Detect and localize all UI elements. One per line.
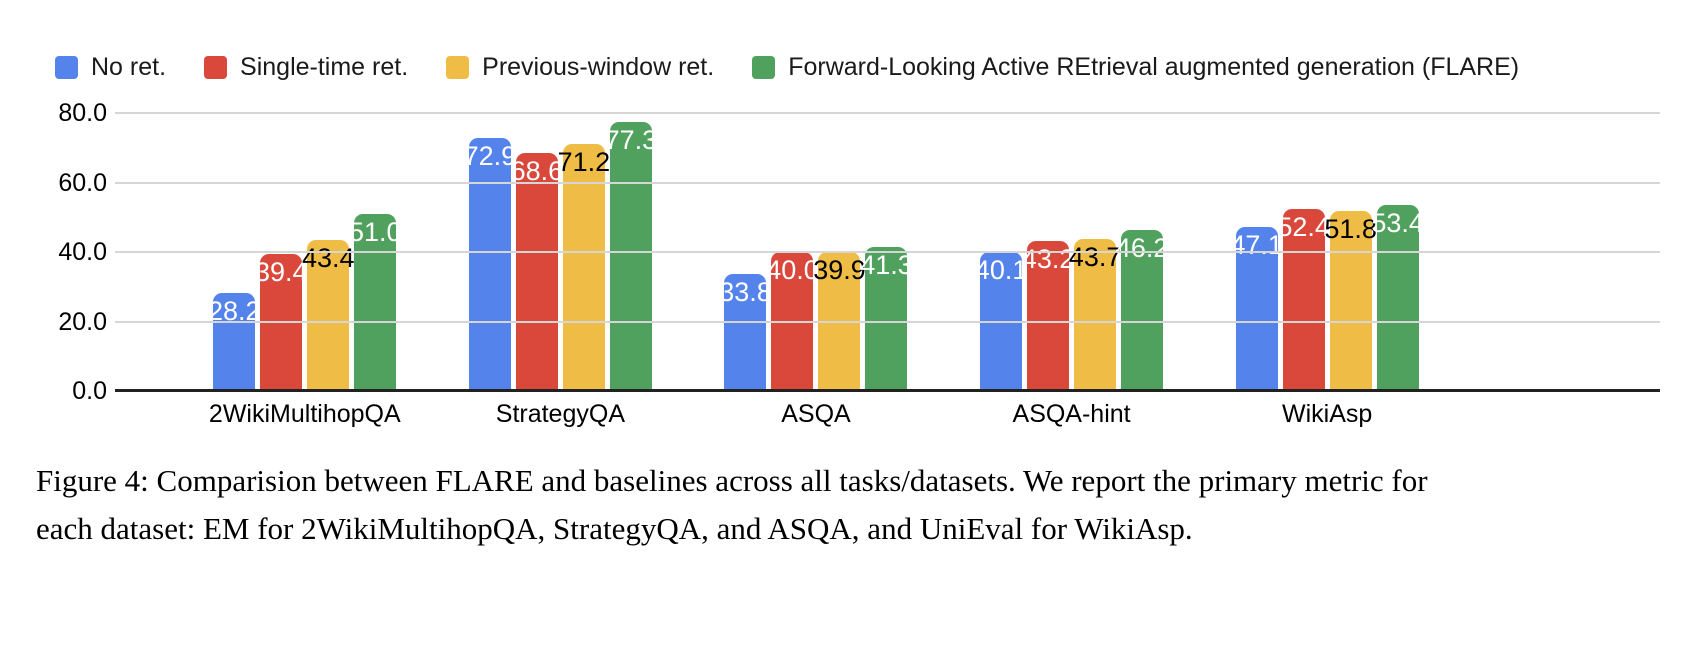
bar-value-label: 39.4 bbox=[255, 257, 308, 288]
y-axis: 0.0 20.0 40.0 60.0 80.0 bbox=[0, 99, 107, 405]
grouped-bar-chart: No ret. Single-time ret. Previous-window r… bbox=[0, 52, 1698, 437]
legend-label: Single-time ret. bbox=[240, 52, 409, 81]
bar: 68.6 bbox=[511, 152, 563, 391]
legend-item: Single-time ret. bbox=[204, 53, 408, 82]
legend-label: Forward-Looking Active REtrieval augment… bbox=[788, 52, 1520, 81]
gridline bbox=[115, 112, 1660, 114]
caption-line-2: each dataset: EM for 2WikiMultihopQA, St… bbox=[36, 511, 1193, 546]
bar-group: 28.2 39.4 43.4 51.0 bbox=[177, 105, 433, 391]
bar-value-label: 39.9 bbox=[813, 255, 866, 286]
plot-area: 28.2 39.4 43.4 51.0 72.9 68.6 71.2 77.3 33.8 40.0… bbox=[115, 105, 1660, 392]
y-axis-tick-label: 0.0 bbox=[72, 377, 107, 405]
figure-4: No ret. Single-time ret. Previous-window r… bbox=[0, 52, 1698, 664]
x-axis-category-label: ASQA bbox=[781, 400, 851, 428]
y-axis-tick-label: 60.0 bbox=[58, 168, 107, 197]
legend-label: No ret. bbox=[91, 52, 167, 81]
bar-value-label: 43.7 bbox=[1068, 242, 1122, 273]
bar-group: 40.1 43.2 43.7 46.2 bbox=[944, 105, 1200, 391]
gridline bbox=[115, 320, 1660, 323]
bar-value-label: 51.8 bbox=[1324, 214, 1377, 244]
y-axis-tick-label: 40.0 bbox=[58, 238, 107, 266]
bar: 28.2 bbox=[208, 293, 261, 391]
bar: 47.1 bbox=[1230, 227, 1283, 391]
bar-value-label: 41.3 bbox=[860, 250, 913, 281]
bar-value-label: 40.1 bbox=[974, 254, 1028, 285]
legend-swatch-icon bbox=[752, 55, 776, 79]
legend-item: Previous-window ret. bbox=[446, 53, 714, 82]
legend-swatch-icon bbox=[446, 55, 470, 79]
bar: 41.3 bbox=[860, 247, 913, 391]
x-axis-category-label: WikiAsp bbox=[1282, 400, 1373, 428]
bar-value-label: 40.0 bbox=[766, 255, 819, 285]
bar-value-label: 43.4 bbox=[302, 243, 355, 274]
legend-label: Previous-window ret. bbox=[482, 52, 715, 81]
legend-swatch-icon bbox=[55, 55, 78, 79]
bar-value-label: 47.1 bbox=[1230, 230, 1283, 261]
x-axis-category-label: StrategyQA bbox=[495, 400, 625, 428]
caption-line-1: Figure 4: Comparision between FLARE and … bbox=[36, 463, 1428, 498]
bar-value-label: 46.2 bbox=[1115, 233, 1169, 264]
bar-value-label: 43.2 bbox=[1021, 243, 1075, 274]
bar: 51.8 bbox=[1324, 211, 1377, 391]
x-axis-baseline bbox=[115, 389, 1660, 392]
bar-value-label: 77.3 bbox=[604, 125, 658, 156]
x-axis-labels: 2WikiMultihopQA StrategyQA ASQA ASQA-hint Wi… bbox=[115, 391, 1660, 437]
bar-group: 72.9 68.6 71.2 77.3 bbox=[433, 105, 689, 391]
gridline bbox=[115, 181, 1660, 184]
legend-swatch-icon bbox=[204, 55, 228, 79]
bar: 43.7 bbox=[1069, 239, 1121, 391]
plot-wrap: 0.0 20.0 40.0 60.0 80.0 28.2 39.4 43.4 51.0 72.9… bbox=[0, 99, 1660, 405]
bar-value-label: 71.2 bbox=[557, 146, 611, 177]
bar: 51.0 bbox=[349, 213, 402, 391]
x-axis-category-label: ASQA-hint bbox=[1012, 400, 1131, 428]
figure-caption: Figure 4: Comparision between FLARE and … bbox=[36, 457, 1658, 553]
gridline bbox=[115, 251, 1660, 253]
y-axis-tick-label: 80.0 bbox=[58, 99, 107, 127]
bar-value-label: 68.6 bbox=[510, 155, 564, 186]
y-axis-tick-label: 20.0 bbox=[58, 307, 107, 336]
bar-value-label: 53.4 bbox=[1371, 208, 1424, 239]
bar: 53.4 bbox=[1371, 205, 1424, 391]
bar: 39.4 bbox=[255, 254, 308, 391]
bar-group: 47.1 52.4 51.8 53.4 bbox=[1199, 105, 1455, 391]
bar: 77.3 bbox=[605, 122, 657, 391]
bar-groups: 28.2 39.4 43.4 51.0 72.9 68.6 71.2 77.3 33.8 40.0… bbox=[115, 105, 1660, 391]
legend-item: Forward-Looking Active REtrieval augment… bbox=[752, 53, 1519, 82]
bar: 33.8 bbox=[719, 273, 772, 391]
bar-value-label: 72.9 bbox=[463, 140, 517, 171]
bar-value-label: 33.8 bbox=[719, 276, 772, 307]
bar: 72.9 bbox=[464, 137, 516, 391]
chart-legend: No ret. Single-time ret. Previous-window r… bbox=[55, 52, 1698, 82]
x-axis-category-label: 2WikiMultihopQA bbox=[208, 400, 401, 428]
bar: 43.4 bbox=[302, 240, 355, 391]
bar: 43.2 bbox=[1022, 240, 1074, 391]
bar-group: 33.8 40.0 39.9 41.3 bbox=[688, 105, 944, 391]
legend-item: No ret. bbox=[55, 53, 166, 82]
bar: 52.4 bbox=[1277, 208, 1330, 391]
bar-value-label: 51.0 bbox=[349, 216, 402, 247]
bar-value-label: 52.4 bbox=[1277, 211, 1330, 242]
bar: 71.2 bbox=[558, 143, 610, 391]
bar: 46.2 bbox=[1116, 230, 1168, 391]
